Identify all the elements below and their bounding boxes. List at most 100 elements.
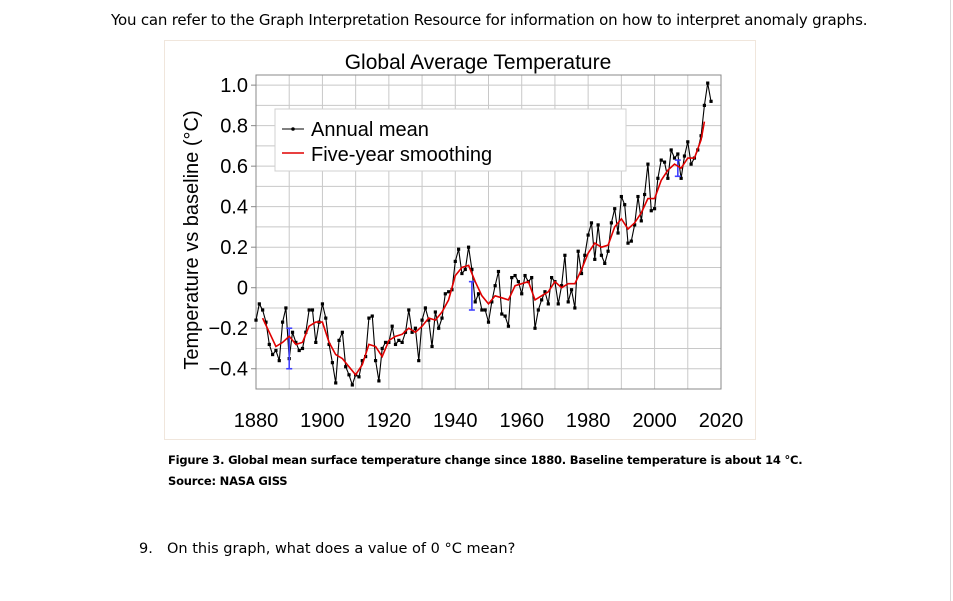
annual-mean-point bbox=[373, 359, 378, 363]
temperature-chart: Global Average Temperature Temperature v… bbox=[181, 51, 744, 432]
annual-mean-point bbox=[563, 253, 567, 257]
annual-mean-point bbox=[543, 290, 547, 294]
annual-mean-point bbox=[496, 269, 501, 274]
annual-mean-point bbox=[264, 320, 268, 324]
annual-mean-point bbox=[344, 365, 348, 369]
x-tick-label: 1920 bbox=[367, 410, 412, 432]
y-tick-label: 0.4 bbox=[220, 197, 248, 219]
annual-mean-point bbox=[257, 302, 261, 306]
annual-mean-point bbox=[609, 221, 613, 225]
figure-frame bbox=[164, 40, 756, 440]
annual-mean-point bbox=[596, 223, 600, 227]
annual-mean-point bbox=[347, 373, 351, 377]
question-number: 9. bbox=[139, 541, 153, 557]
question-text: On this graph, what does a value of 0 °C… bbox=[167, 541, 516, 557]
annual-mean-point bbox=[636, 194, 640, 199]
x-tick-labels: 1880 1900 1920 1940 1960 1980 2000 2020 bbox=[234, 410, 744, 432]
annual-mean-point bbox=[437, 326, 441, 330]
annual-mean-point bbox=[410, 330, 414, 334]
x-tick-label: 2000 bbox=[632, 410, 677, 432]
annual-mean-point bbox=[350, 383, 354, 387]
annual-mean-point bbox=[573, 306, 577, 310]
annual-mean-point bbox=[280, 320, 285, 324]
plot-frame bbox=[255, 74, 722, 390]
annual-mean-point bbox=[383, 340, 388, 345]
annual-mean-point bbox=[337, 338, 341, 342]
annual-mean-point bbox=[357, 375, 361, 379]
annual-mean-point bbox=[307, 308, 311, 312]
annual-mean-point bbox=[284, 306, 288, 310]
annual-mean-point bbox=[659, 158, 663, 162]
annual-mean-point bbox=[443, 292, 447, 296]
y-tick-label: 1.0 bbox=[220, 75, 248, 97]
annual-mean-point bbox=[643, 192, 647, 197]
annual-mean-point bbox=[407, 308, 411, 312]
x-tick-label: 1980 bbox=[566, 410, 611, 432]
annual-mean-point bbox=[460, 271, 464, 276]
annual-mean-point bbox=[689, 162, 693, 166]
annual-mean-point bbox=[377, 379, 381, 383]
annual-mean-point bbox=[277, 359, 281, 363]
y-tick-label: 0.8 bbox=[220, 116, 248, 138]
annual-mean-point bbox=[646, 162, 650, 166]
five-year-smoothing-line bbox=[261, 121, 706, 377]
annual-mean-point bbox=[672, 156, 677, 160]
y-tick-label: −0.4 bbox=[209, 359, 248, 381]
annual-mean-point bbox=[274, 348, 278, 353]
legend: Annual mean Five-year smoothing bbox=[274, 108, 627, 172]
annual-mean-point bbox=[510, 275, 514, 280]
annual-mean-point bbox=[540, 298, 544, 302]
annual-mean-point bbox=[310, 308, 315, 312]
annual-mean-point bbox=[516, 280, 520, 284]
annual-mean-point bbox=[686, 140, 690, 144]
annual-mean-point bbox=[423, 306, 427, 310]
annual-mean-point bbox=[550, 275, 554, 280]
annual-mean-point bbox=[340, 330, 344, 334]
y-tick-labels: −0.4 −0.2 0 0.2 0.4 0.6 0.8 1.0 bbox=[209, 75, 256, 381]
annual-mean-point bbox=[370, 314, 374, 318]
legend-annual-marker bbox=[291, 127, 295, 131]
annual-mean-point bbox=[367, 316, 371, 320]
annual-mean-point bbox=[490, 300, 494, 304]
annual-mean-point bbox=[603, 261, 607, 265]
page-edge-divider bbox=[950, 0, 951, 601]
annual-mean-point bbox=[457, 247, 461, 251]
annual-mean-point bbox=[327, 342, 331, 347]
annual-mean-point bbox=[324, 316, 328, 320]
annual-mean-point bbox=[300, 346, 305, 351]
annual-mean-point bbox=[290, 330, 295, 334]
annual-mean-point bbox=[619, 194, 623, 199]
annual-mean-point bbox=[676, 152, 680, 156]
y-tick-label: 0 bbox=[237, 278, 248, 300]
annual-mean-point bbox=[440, 316, 444, 320]
annual-mean-line bbox=[255, 83, 712, 387]
annual-mean-point bbox=[463, 267, 467, 272]
uncertainty-bars bbox=[286, 159, 681, 370]
annual-mean-point bbox=[669, 148, 673, 152]
annual-mean-point bbox=[706, 81, 710, 85]
annual-mean-point bbox=[447, 290, 451, 294]
annual-mean-point bbox=[662, 160, 667, 164]
y-tick-label: 0.6 bbox=[220, 156, 248, 178]
x-tick-label: 2020 bbox=[699, 410, 744, 432]
annual-mean-point bbox=[427, 318, 431, 322]
annual-mean-point bbox=[649, 209, 653, 213]
annual-mean-point bbox=[330, 361, 334, 365]
annual-mean-point bbox=[413, 326, 418, 330]
annual-mean-point bbox=[702, 103, 706, 107]
annual-mean-point bbox=[639, 219, 643, 223]
annual-mean-point bbox=[430, 344, 434, 349]
annual-mean-point bbox=[536, 308, 540, 312]
annual-mean-point bbox=[652, 207, 657, 211]
caption-line-2: Source: NASA GISS bbox=[168, 474, 288, 488]
x-tick-label: 1940 bbox=[433, 410, 478, 432]
y-tick-label: 0.2 bbox=[220, 237, 248, 259]
figure-caption: Figure 3. Global mean surface temperatur… bbox=[168, 450, 828, 492]
caption-line-1: Figure 3. Global mean surface temperatur… bbox=[168, 453, 803, 467]
annual-mean-point bbox=[500, 312, 504, 316]
annual-mean-point bbox=[623, 203, 627, 207]
annual-mean-point bbox=[261, 308, 265, 312]
annual-mean-point bbox=[589, 221, 594, 225]
annual-mean-point bbox=[267, 342, 271, 347]
annual-mean-point bbox=[480, 308, 484, 312]
